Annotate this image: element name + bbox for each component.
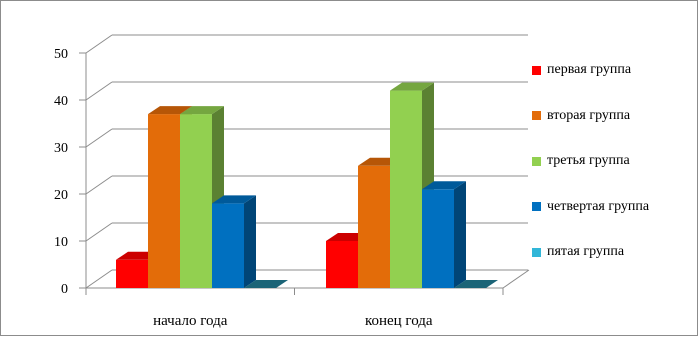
legend-swatch	[532, 156, 541, 166]
bar-4-0	[244, 280, 288, 288]
legend-swatch	[532, 65, 541, 75]
bar-top-2-0	[180, 106, 224, 115]
bar-0-1	[326, 241, 358, 288]
legend-label: четвертая группа	[547, 198, 650, 214]
legend-item: четвертая группа	[532, 196, 692, 218]
wall-gridline-3	[85, 128, 113, 148]
bar-2-1	[390, 90, 422, 288]
bar-4-1	[454, 280, 498, 288]
legend-item: пятая группа	[532, 241, 692, 263]
bar-top-3-1	[422, 181, 466, 190]
bar-0-0	[116, 259, 148, 288]
bar-top-1-0	[148, 106, 192, 115]
y-tick-label-3: 30	[54, 141, 68, 156]
legend-swatch	[532, 111, 541, 120]
legend-label: первая группа	[547, 62, 632, 77]
bar-1-1	[358, 165, 390, 288]
floor-right-edge	[502, 269, 530, 289]
x-tick-label-0: начало года	[153, 313, 228, 329]
wall-gridline-2	[85, 175, 113, 195]
legend-item: третья группа	[532, 150, 692, 172]
bar-chart: 0 10 20 30 40 50 начало года конец года	[54, 34, 530, 329]
y-tick-label-5: 50	[54, 47, 68, 62]
y-tick-label-1: 10	[54, 235, 68, 250]
legend-label: пятая группа	[547, 244, 625, 259]
legend-item: первая группа	[532, 59, 692, 81]
legend-label: вторая группа	[547, 107, 631, 123]
wall-gridline-5	[85, 34, 113, 54]
bar-1-0	[148, 114, 180, 288]
y-tick-label-2: 20	[54, 188, 68, 203]
wall-gridline-4	[85, 81, 113, 101]
legend-label: третья группа	[547, 153, 630, 168]
y-tick-label-0: 0	[61, 282, 68, 297]
bar-top-2-1	[390, 82, 434, 91]
legend-swatch	[532, 247, 541, 257]
bar-side-3-1	[454, 181, 466, 288]
bar-3-1	[422, 189, 454, 288]
x-tick-label-1: конец года	[365, 313, 433, 329]
chart-legend: первая группа вторая группа третья группа ч…	[532, 59, 692, 287]
bar-2-0	[180, 114, 212, 288]
legend-item: вторая группа	[532, 105, 692, 127]
bar-top-3-0	[212, 195, 256, 204]
bar-3-0	[212, 203, 244, 288]
wall-gridline-0	[85, 269, 113, 289]
legend-swatch	[532, 202, 541, 211]
wall-gridline-1	[85, 222, 113, 242]
bar-side-3-0	[244, 195, 256, 288]
y-tick-label-4: 40	[54, 94, 68, 109]
